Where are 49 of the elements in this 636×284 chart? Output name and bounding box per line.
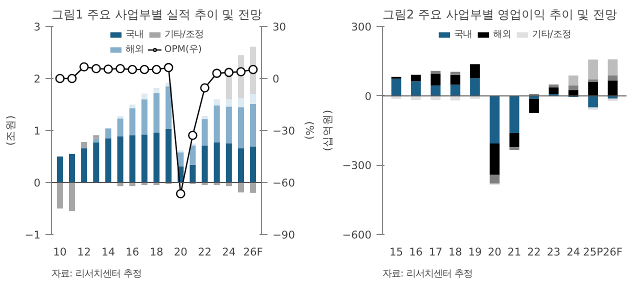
y2-tick-label: −90 (272, 228, 296, 242)
y2-tick-label: −60 (272, 176, 296, 190)
x-tick-label: 12 (77, 246, 91, 258)
x-tick-label: 14 (101, 246, 116, 258)
x-tick-label: 21 (508, 246, 522, 258)
y-tick-label: −1 (24, 228, 41, 242)
x-tick-label: 18 (448, 246, 462, 258)
x-tick-label: 15 (389, 246, 404, 258)
y-axis-title: (십억원) (321, 110, 334, 152)
x-tick-label: 16 (409, 246, 423, 258)
legend-label: 기타/조정 (532, 28, 572, 41)
y-tick-label: −300 (342, 159, 372, 172)
text: 자료: 리서치센터 추정 (52, 268, 142, 280)
y-tick-label: 0 (34, 176, 41, 190)
y-tick-label: 2 (34, 72, 40, 86)
text: 자료: 리서치센터 추정 (382, 268, 473, 280)
y-tick-label: 300 (351, 20, 372, 34)
x-tick-label: 20 (488, 246, 502, 258)
legend-label: 기타/조정 (164, 28, 204, 41)
x-tick-label: 16 (126, 246, 140, 258)
y-axis-title: (조원) (4, 115, 17, 146)
legend-label: 국내 (454, 28, 473, 41)
x-tick-label: 22 (198, 246, 212, 258)
x-tick-label: 25P (583, 246, 604, 258)
y2-tick-label: 30 (272, 20, 286, 34)
legend-label: 해외 (125, 43, 144, 56)
x-tick-label: 24 (222, 246, 236, 258)
x-tick-label: 20 (174, 246, 188, 258)
x-tick-label: 23 (546, 246, 560, 258)
x-tick-label: 26F (602, 246, 623, 258)
x-tick-label: 19 (468, 246, 482, 258)
x-tick-label: 22 (527, 246, 541, 258)
legend-label: 해외 (492, 28, 512, 41)
y-tick-label: 0 (364, 90, 372, 103)
legend-label: OPM(우) (164, 43, 202, 56)
y-tick-label: −600 (342, 228, 372, 242)
x-tick-label: 24 (566, 246, 580, 258)
chart-title: 그림2 주요 사업부별 영업이익 추이 및 전망 (382, 8, 618, 22)
chart-title: 그림1 주요 사업부별 실적 추이 및 전망 (52, 8, 262, 22)
x-tick-label: 26F (243, 246, 263, 258)
legend-label: 국내 (125, 28, 144, 41)
y-tick-label: 1 (34, 124, 40, 138)
y2-axis-title: (%) (302, 121, 316, 140)
y2-tick-label: −30 (272, 124, 296, 138)
x-tick-label: 17 (428, 246, 442, 258)
y-tick-label: 3 (34, 20, 40, 34)
x-tick-label: 10 (53, 246, 67, 258)
x-tick-label: 18 (150, 246, 164, 258)
y2-tick-label: 0 (272, 72, 280, 86)
